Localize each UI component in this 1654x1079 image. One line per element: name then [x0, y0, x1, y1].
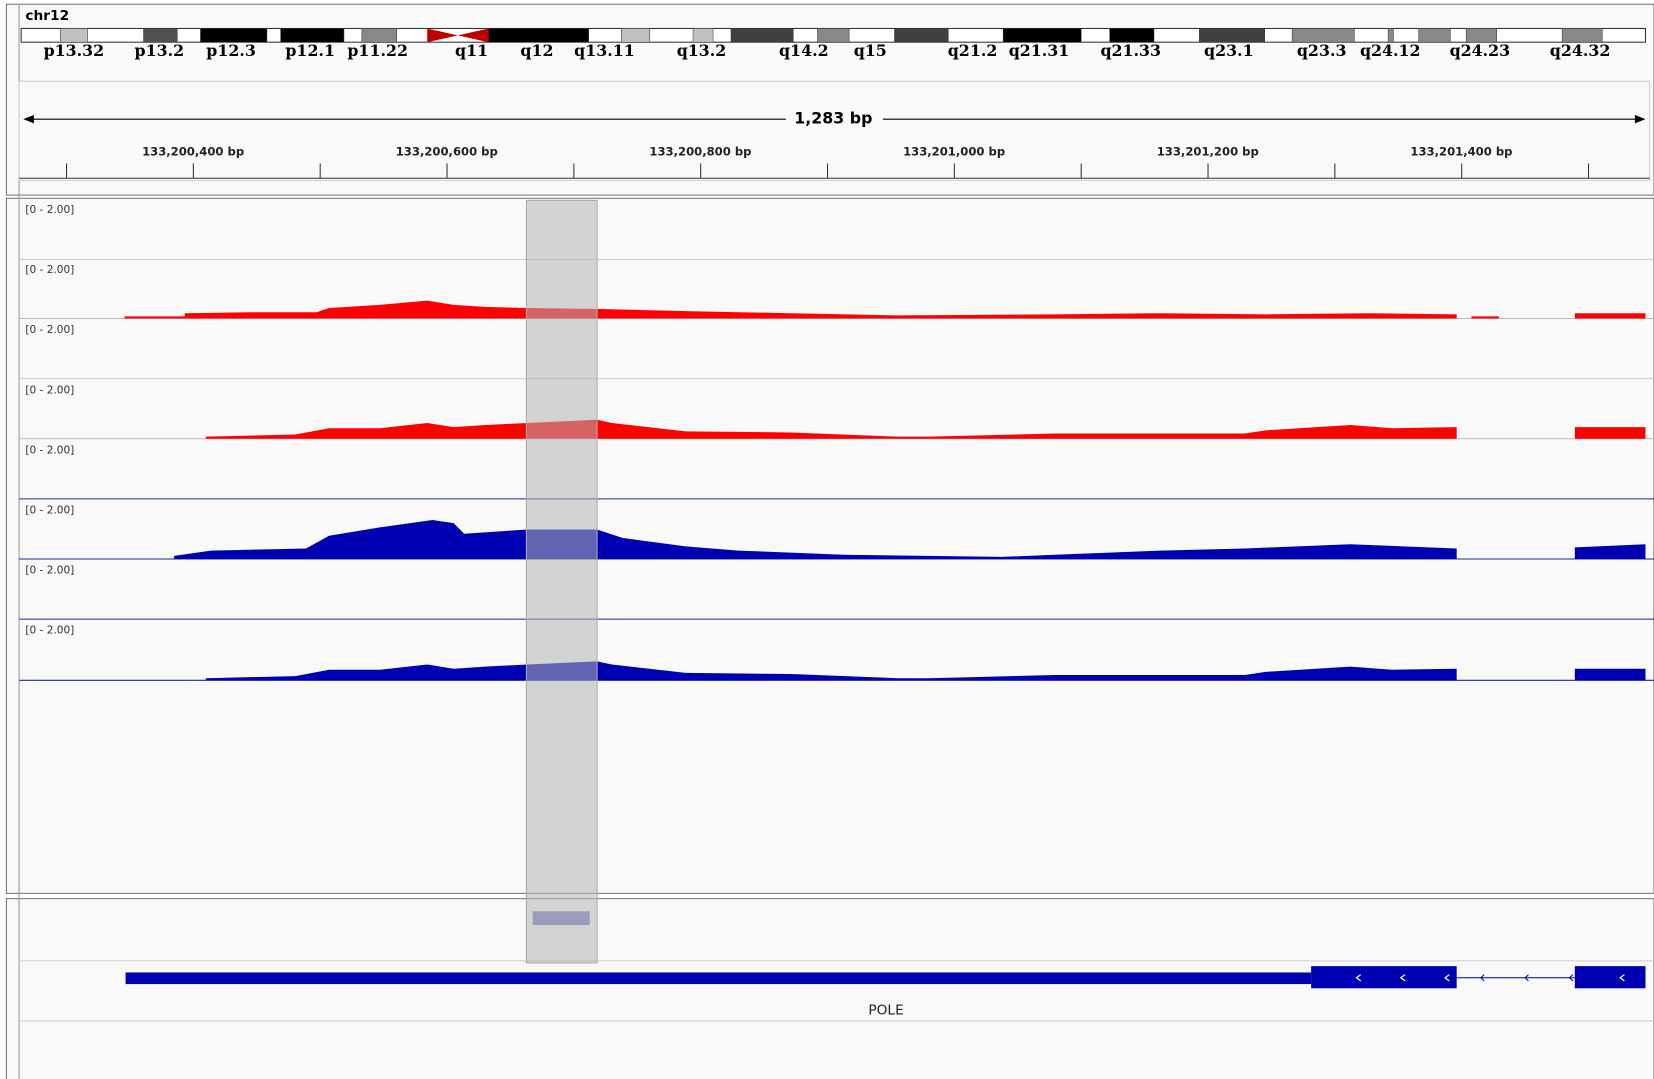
band [1418, 28, 1451, 43]
data-range-label: [0 - 2.00] [25, 504, 74, 516]
band-labels: p13.32 p13.2 p12.3 p12.1 p11.22 q11 q12 q13.11 q… [44, 41, 1611, 60]
band [692, 28, 714, 43]
band-label: q24.12 [1360, 41, 1421, 60]
arrow [1355, 974, 1362, 982]
coverage-area [174, 519, 1457, 560]
band-label: q23.1 [1204, 41, 1254, 60]
gene-exon[interactable] [1574, 966, 1646, 989]
coverage-area [1574, 544, 1646, 560]
data-panel [5, 197, 1654, 894]
coverage-area [1471, 316, 1499, 319]
ruler-tick-label: 133,201,200 bp [1157, 144, 1259, 158]
span-label: 1,283 bp [794, 109, 872, 128]
band [488, 28, 589, 43]
band [1465, 28, 1498, 43]
band [280, 28, 345, 43]
arrow [1480, 974, 1485, 982]
band [894, 28, 949, 43]
band-label: p12.1 [285, 41, 335, 60]
span-label-bg [785, 108, 883, 130]
track-separators [19, 258, 1654, 380]
arrow [1619, 974, 1625, 982]
ideogram[interactable] [20, 27, 1647, 43]
gene-name[interactable]: POLE [868, 1002, 903, 1018]
ruler-area [18, 80, 1651, 181]
data-range-label: [0 - 2.00] [25, 384, 74, 396]
band-label: q14.2 [779, 41, 829, 60]
strand-arrows [1480, 974, 1574, 982]
arrow [1399, 974, 1406, 982]
feature-panel [5, 898, 1654, 1079]
band [730, 28, 794, 43]
data-range-labels: [0 - 2.00] [0 - 2.00] [0 - 2.00] [0 - 2.00]… [25, 204, 74, 637]
band [1109, 28, 1155, 43]
ruler: 133,200,400 bp 133,200,600 bp 133,200,800 … [19, 144, 1650, 179]
strand-arrows [1355, 974, 1625, 982]
coverage-area [205, 661, 1457, 681]
band [1002, 28, 1082, 43]
coverage-area [1574, 427, 1646, 439]
ruler-tick-label: 133,200,800 bp [649, 144, 751, 158]
band-label: p13.2 [135, 41, 185, 60]
band [1387, 28, 1394, 43]
band-label: q21.31 [1009, 41, 1070, 60]
band [1561, 28, 1603, 43]
centromere [427, 28, 458, 43]
band-label: q21.2 [948, 41, 998, 60]
centromere [457, 28, 489, 43]
band-label: q13.2 [677, 41, 727, 60]
band [200, 28, 268, 43]
coverage-area [205, 419, 1457, 439]
ruler-tick-label: 133,200,400 bp [142, 144, 244, 158]
band-label: p13.32 [44, 41, 105, 60]
band [1291, 28, 1355, 43]
coverage-area [1574, 668, 1646, 681]
data-range-label: [0 - 2.00] [25, 625, 74, 637]
band [143, 28, 178, 43]
band-label: p11.22 [347, 41, 408, 60]
band-label: q24.32 [1550, 41, 1611, 60]
coverage-area [1574, 313, 1646, 319]
region-of-interest[interactable] [525, 199, 598, 964]
ruler-tick-label: 133,201,400 bp [1410, 144, 1512, 158]
band [59, 28, 88, 43]
ruler-tick-label: 133,200,600 bp [396, 144, 498, 158]
arrow [1524, 974, 1529, 982]
gene-utr[interactable] [125, 972, 1312, 985]
gene-exon[interactable] [1311, 966, 1457, 989]
data-range-label: [0 - 2.00] [25, 264, 74, 276]
chromosome-name[interactable]: chr12 [25, 8, 69, 24]
band [817, 28, 850, 43]
band-label: q24.23 [1450, 41, 1511, 60]
span-arrow-left [23, 114, 34, 124]
band-label: q15 [854, 41, 887, 60]
band [1199, 28, 1265, 43]
band-label: q11 [455, 41, 488, 60]
ruler-tick-label: 133,201,000 bp [903, 144, 1005, 158]
band [361, 28, 397, 43]
data-range-label: [0 - 2.00] [25, 565, 74, 577]
data-range-label: [0 - 2.00] [25, 444, 74, 456]
band [621, 28, 651, 43]
band-label: q12 [520, 41, 553, 60]
band-label: q13.11 [574, 41, 635, 60]
arrow [1568, 974, 1574, 982]
arrow [1444, 974, 1450, 982]
span-arrow-right [1634, 114, 1646, 124]
band-label: q21.33 [1100, 41, 1161, 60]
data-range-label: [0 - 2.00] [25, 324, 74, 336]
band-label: q23.3 [1297, 41, 1347, 60]
band-label: p12.3 [206, 41, 256, 60]
data-range-label: [0 - 2.00] [25, 204, 74, 216]
